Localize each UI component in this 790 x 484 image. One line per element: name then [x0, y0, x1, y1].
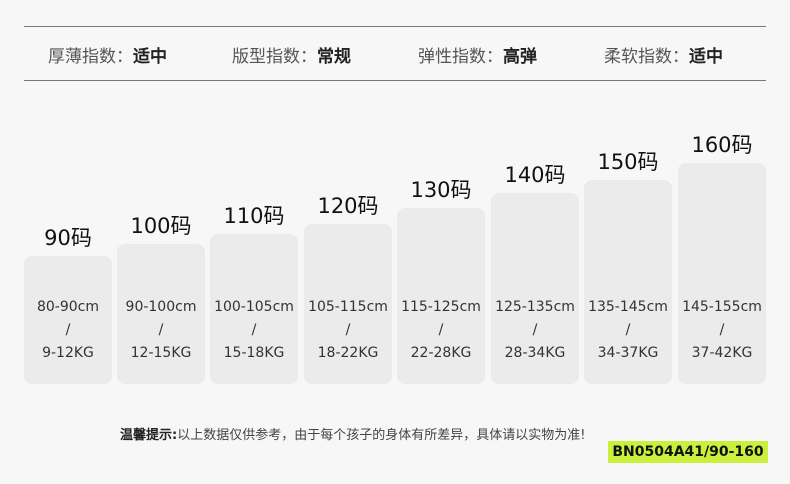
size-card: 100-105cm / 15-18KG: [210, 234, 298, 384]
divider-top: [24, 26, 766, 27]
height-range: 80-90cm: [36, 299, 99, 315]
attribute-value: 常规: [317, 47, 351, 67]
attribute-1: 版型指数：常规: [232, 42, 351, 67]
size-label: 130码: [410, 178, 472, 202]
separator: /: [251, 322, 257, 338]
size-label: 120码: [317, 194, 379, 218]
height-range: 100-105cm: [214, 299, 294, 315]
divider-bottom: [24, 80, 766, 81]
size-card: 80-90cm / 9-12KG: [24, 256, 112, 384]
separator: /: [345, 322, 351, 338]
height-range: 145-155cm: [682, 299, 762, 315]
attribute-value: 高弹: [503, 47, 537, 67]
tip-label: 温馨提示:: [120, 428, 178, 443]
separator: /: [625, 322, 631, 338]
separator: /: [65, 322, 71, 338]
weight-range: 22-28KG: [410, 345, 472, 361]
attribute-2: 弹性指数：高弹: [418, 42, 537, 67]
attribute-label: 厚薄指数：: [48, 47, 133, 67]
size-card: 90-100cm / 12-15KG: [117, 244, 205, 384]
size-label: 140码: [504, 163, 566, 187]
size-label: 100码: [130, 214, 192, 238]
height-range: 115-125cm: [401, 299, 481, 315]
attribute-label: 柔软指数：: [604, 47, 689, 67]
size-card: 115-125cm / 22-28KG: [397, 208, 485, 384]
size-label: 160码: [691, 133, 753, 157]
separator: /: [158, 322, 164, 338]
tip: 温馨提示:以上数据仅供参考，由于每个孩子的身体有所差异，具体请以实物为准!: [120, 424, 585, 443]
separator: /: [719, 322, 725, 338]
size-card: 135-145cm / 34-37KG: [584, 180, 672, 384]
attribute-label: 弹性指数：: [418, 47, 503, 67]
tip-text: 以上数据仅供参考，由于每个孩子的身体有所差异，具体请以实物为准!: [177, 428, 586, 443]
attribute-3: 柔软指数：适中: [604, 42, 723, 67]
size-card: 105-115cm / 18-22KG: [304, 224, 392, 384]
weight-range: 37-42KG: [691, 345, 753, 361]
attribute-0: 厚薄指数：适中: [48, 42, 167, 67]
weight-range: 15-18KG: [223, 345, 285, 361]
attribute-value: 适中: [689, 47, 723, 67]
size-label: 90码: [44, 226, 92, 250]
size-label: 150码: [597, 150, 659, 174]
height-range: 135-145cm: [588, 299, 668, 315]
weight-range: 12-15KG: [130, 345, 192, 361]
weight-range: 18-22KG: [317, 345, 379, 361]
separator: /: [532, 322, 538, 338]
size-card: 145-155cm / 37-42KG: [678, 163, 766, 384]
weight-range: 34-37KG: [597, 345, 659, 361]
height-range: 105-115cm: [308, 299, 388, 315]
product-code: BN0504A41/90-160: [608, 441, 768, 463]
size-label: 110码: [223, 204, 285, 228]
weight-range: 9-12KG: [42, 345, 94, 361]
height-range: 90-100cm: [125, 299, 197, 315]
weight-range: 28-34KG: [504, 345, 566, 361]
separator: /: [438, 322, 444, 338]
attribute-label: 版型指数：: [232, 47, 317, 67]
attribute-value: 适中: [133, 47, 167, 67]
size-card: 125-135cm / 28-34KG: [491, 193, 579, 384]
height-range: 125-135cm: [495, 299, 575, 315]
